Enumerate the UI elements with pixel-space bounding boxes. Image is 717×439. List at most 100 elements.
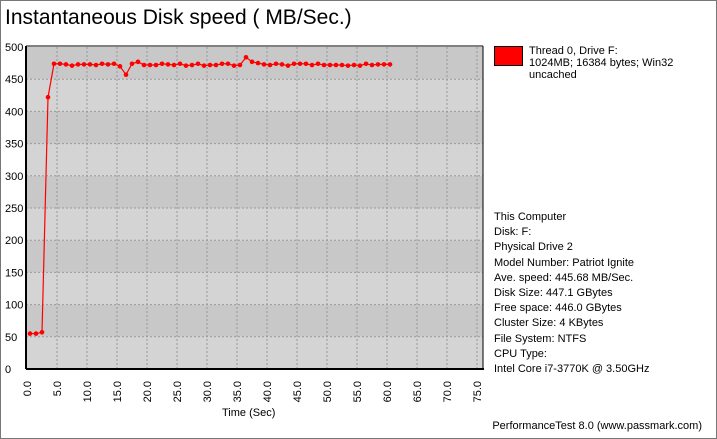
x-tick-label: 35.0 bbox=[232, 381, 244, 402]
footer-credit: PerformanceTest 8.0 (www.passmark.com) bbox=[492, 420, 702, 432]
info-disk: Disk: F: bbox=[494, 226, 532, 239]
info-disk-size: Disk Size: 447.1 GBytes bbox=[494, 287, 613, 300]
data-point bbox=[351, 62, 357, 68]
plot-band bbox=[26, 111, 483, 144]
info-computer: This Computer bbox=[494, 211, 567, 223]
legend-series-detail: 1024MB; 16384 bytes; Win32 uncached bbox=[529, 57, 674, 81]
data-point bbox=[339, 62, 345, 68]
data-point bbox=[273, 61, 279, 67]
y-tick-label: 250 bbox=[5, 203, 23, 215]
data-point bbox=[99, 61, 105, 67]
x-tick-label: 40.0 bbox=[262, 381, 274, 402]
data-point bbox=[255, 60, 261, 66]
x-tick-label: 15.0 bbox=[112, 381, 124, 402]
data-point bbox=[237, 62, 243, 68]
data-point bbox=[201, 63, 207, 68]
data-point bbox=[285, 63, 291, 68]
plot-band bbox=[26, 47, 483, 80]
info-physical-drive: Physical Drive 2 bbox=[494, 241, 573, 254]
x-axis-label: Time (Sec) bbox=[222, 407, 276, 419]
info-cluster-size: Cluster Size: 4 KBytes bbox=[494, 317, 604, 330]
x-tick-label: 55.0 bbox=[352, 381, 364, 402]
data-point bbox=[45, 94, 51, 100]
x-tick-label: 20.0 bbox=[142, 381, 154, 402]
y-tick-label: 0 bbox=[5, 364, 11, 376]
x-tick-label: 25.0 bbox=[172, 381, 184, 402]
y-tick-label: 300 bbox=[5, 171, 23, 183]
data-point bbox=[333, 62, 339, 68]
data-point bbox=[321, 62, 327, 68]
data-point bbox=[165, 62, 171, 67]
data-point bbox=[117, 64, 123, 69]
data-point bbox=[75, 62, 81, 67]
x-tick-label: 70.0 bbox=[442, 381, 454, 402]
data-point bbox=[57, 61, 63, 67]
legend-series-name: Thread 0, Drive F: bbox=[529, 45, 618, 57]
data-point bbox=[249, 59, 255, 65]
y-tick-label: 150 bbox=[5, 267, 23, 279]
data-point bbox=[63, 62, 69, 67]
plot-band bbox=[26, 336, 483, 369]
y-tick-label: 200 bbox=[5, 235, 23, 247]
x-tick-label: 45.0 bbox=[292, 381, 304, 402]
data-point bbox=[267, 62, 273, 68]
y-tick-label: 500 bbox=[5, 42, 23, 54]
y-tick-label: 400 bbox=[5, 106, 23, 118]
x-tick-label: 65.0 bbox=[412, 381, 424, 402]
data-point bbox=[195, 61, 201, 67]
data-point bbox=[27, 331, 33, 336]
x-tick-label: 75.0 bbox=[472, 381, 484, 402]
x-tick-label: 60.0 bbox=[382, 381, 394, 402]
data-point bbox=[177, 61, 183, 67]
plot-band bbox=[26, 304, 483, 337]
disk-info-panel: This Computer Disk: F: Physical Drive 2 … bbox=[494, 210, 649, 377]
data-point bbox=[213, 62, 219, 68]
data-point bbox=[153, 62, 159, 68]
data-point bbox=[141, 62, 147, 68]
x-tick-label: 5.0 bbox=[52, 381, 64, 396]
data-point bbox=[297, 61, 303, 67]
data-point bbox=[51, 61, 57, 67]
data-point bbox=[111, 61, 117, 67]
y-tick-label: 50 bbox=[5, 332, 17, 344]
data-point bbox=[171, 62, 177, 68]
y-tick-label: 350 bbox=[5, 139, 23, 151]
data-point bbox=[225, 61, 231, 67]
data-point bbox=[39, 329, 45, 335]
data-point bbox=[387, 62, 393, 67]
data-point bbox=[93, 62, 99, 68]
data-point bbox=[291, 61, 297, 67]
plot-band bbox=[26, 208, 483, 241]
data-point bbox=[69, 63, 75, 68]
y-tick-label: 450 bbox=[5, 74, 23, 86]
data-point bbox=[183, 63, 189, 68]
plot-band bbox=[26, 272, 483, 305]
data-point bbox=[327, 62, 333, 68]
plot-band bbox=[26, 240, 483, 273]
data-point bbox=[159, 61, 165, 67]
data-point bbox=[33, 331, 39, 336]
data-point bbox=[105, 62, 111, 67]
data-point bbox=[375, 62, 381, 67]
data-point bbox=[315, 61, 321, 67]
data-point bbox=[207, 62, 213, 68]
data-point bbox=[189, 62, 195, 68]
info-ave-speed: Ave. speed: 445.68 MB/Sec. bbox=[494, 271, 634, 284]
x-tick-label: 30.0 bbox=[202, 381, 214, 402]
data-point bbox=[147, 62, 153, 68]
chart-title: Instantaneous Disk speed ( MB/Sec.) bbox=[5, 6, 352, 29]
legend-entry: Thread 0, Drive F: 1024MB; 16384 bytes; … bbox=[529, 45, 716, 81]
plot-band bbox=[26, 175, 483, 208]
plot-band bbox=[26, 143, 483, 176]
data-point bbox=[261, 62, 267, 67]
info-free-space: Free space: 446.0 GBytes bbox=[494, 302, 622, 315]
data-point bbox=[123, 72, 129, 77]
y-tick-label: 100 bbox=[5, 300, 23, 312]
data-point bbox=[135, 59, 141, 65]
data-point bbox=[231, 63, 237, 68]
data-point bbox=[129, 61, 135, 67]
data-point bbox=[87, 62, 93, 67]
legend-swatch bbox=[494, 46, 523, 66]
